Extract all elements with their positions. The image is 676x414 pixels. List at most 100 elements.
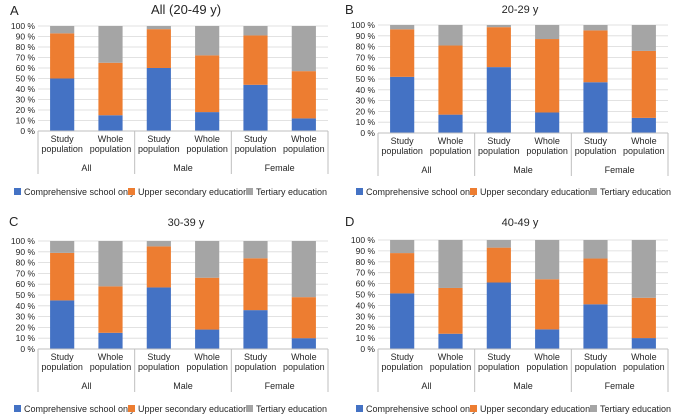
bar-segment xyxy=(243,26,268,36)
bar-segment xyxy=(146,26,171,30)
legend-label: Tertiary education xyxy=(256,187,327,197)
chart-title: 40-49 y xyxy=(502,217,539,229)
bar-segment xyxy=(50,252,75,301)
group-label: All xyxy=(421,381,431,391)
x-tick-label: Whole population xyxy=(430,352,472,372)
y-tick-label: 20 % xyxy=(16,105,36,115)
bar-segment xyxy=(243,84,268,131)
bar-segment xyxy=(583,240,608,259)
bar-segment xyxy=(438,287,463,334)
x-tick-label: Whole population xyxy=(526,352,568,372)
legend-label: Comprehensive school only xyxy=(366,404,477,414)
legend-label: Tertiary education xyxy=(600,404,671,414)
bar-segment xyxy=(291,297,316,339)
legend-label: Upper secondary education xyxy=(480,187,590,197)
panel-letter: C xyxy=(9,214,18,229)
legend-label: Tertiary education xyxy=(256,404,327,414)
legend-swatch xyxy=(590,405,597,412)
x-tick-label: Study population xyxy=(235,134,277,154)
bar-segment xyxy=(195,26,220,56)
group-label: Male xyxy=(173,163,193,173)
y-tick-label: 70 % xyxy=(356,268,376,278)
y-tick-label: 100 % xyxy=(351,20,376,30)
bar-segment xyxy=(98,241,123,287)
bar-segment xyxy=(631,338,656,349)
y-tick-label: 30 % xyxy=(356,96,376,106)
bar-segment xyxy=(50,78,75,131)
chart-title: All (20-49 y) xyxy=(151,2,221,17)
bar-segment xyxy=(98,62,123,116)
group-label: Female xyxy=(605,381,635,391)
bar-segment xyxy=(50,300,75,349)
bar-segment xyxy=(438,114,463,133)
y-tick-label: 70 % xyxy=(16,268,36,278)
x-tick-label: Whole population xyxy=(526,136,568,156)
y-tick-label: 60 % xyxy=(16,279,36,289)
x-tick-label: Study population xyxy=(41,134,83,154)
y-tick-label: 0 % xyxy=(360,344,375,354)
chart-title: 20-29 y xyxy=(502,4,539,16)
y-tick-label: 40 % xyxy=(356,300,376,310)
legend-swatch xyxy=(246,405,253,412)
x-tick-label: Study population xyxy=(381,352,423,372)
bar-segment xyxy=(583,304,608,349)
bar-segment xyxy=(390,25,415,30)
group-label: Male xyxy=(513,165,533,175)
group-label: All xyxy=(81,163,91,173)
bar-segment xyxy=(50,33,75,79)
legend-swatch xyxy=(128,405,135,412)
legend-label: Upper secondary education xyxy=(480,404,590,414)
panel-letter: A xyxy=(10,3,19,18)
x-tick-label: Whole population xyxy=(430,136,472,156)
legend-swatch xyxy=(128,188,135,195)
y-tick-label: 100 % xyxy=(11,236,36,246)
y-tick-label: 90 % xyxy=(356,246,376,256)
y-tick-label: 50 % xyxy=(16,74,36,84)
legend-label: Comprehensive school only xyxy=(24,187,135,197)
bar-segment xyxy=(195,241,220,278)
bar-segment xyxy=(535,25,560,40)
x-tick-label: Whole population xyxy=(90,352,132,372)
y-tick-label: 90 % xyxy=(16,247,36,257)
bar-segment xyxy=(291,338,316,349)
x-tick-label: Whole population xyxy=(623,136,665,156)
bar-segment xyxy=(438,333,463,349)
x-tick-label: Study population xyxy=(138,134,180,154)
x-tick-label: Whole population xyxy=(283,352,325,372)
legend-label: Tertiary education xyxy=(600,187,671,197)
legend-label: Upper secondary education xyxy=(138,187,248,197)
y-tick-label: 50 % xyxy=(356,74,376,84)
bar-segment xyxy=(146,68,171,131)
bar-segment xyxy=(535,279,560,330)
y-tick-label: 100 % xyxy=(11,21,36,31)
bar-segment xyxy=(486,67,511,133)
chart-panel-d: D 40-49 y 0 %10 %20 %30 %40 %50 %60 %70 %8… xyxy=(345,214,671,414)
y-tick-label: 70 % xyxy=(16,53,36,63)
y-tick-label: 40 % xyxy=(16,84,36,94)
bar-segment xyxy=(486,282,511,349)
y-tick-label: 70 % xyxy=(356,52,376,62)
x-tick-label: Study population xyxy=(575,352,617,372)
legend-swatch xyxy=(14,188,21,195)
bar-segment xyxy=(50,26,75,34)
legend-label: Upper secondary education xyxy=(138,404,248,414)
panel-letter: B xyxy=(345,2,354,17)
y-tick-label: 40 % xyxy=(16,301,36,311)
bar-segment xyxy=(98,115,123,131)
bar-segment xyxy=(98,286,123,333)
bar-segment xyxy=(631,297,656,339)
y-tick-label: 80 % xyxy=(356,42,376,52)
x-tick-label: Study population xyxy=(478,136,520,156)
bar-segment xyxy=(486,27,511,68)
group-label: All xyxy=(421,165,431,175)
y-tick-label: 0 % xyxy=(360,128,375,138)
y-tick-label: 60 % xyxy=(356,63,376,73)
bar-segment xyxy=(583,30,608,83)
legend-swatch xyxy=(590,188,597,195)
y-tick-label: 0 % xyxy=(20,126,35,136)
bar-segment xyxy=(243,35,268,85)
y-tick-label: 90 % xyxy=(356,31,376,41)
bar-segment xyxy=(486,240,511,248)
bar-segment xyxy=(535,240,560,280)
